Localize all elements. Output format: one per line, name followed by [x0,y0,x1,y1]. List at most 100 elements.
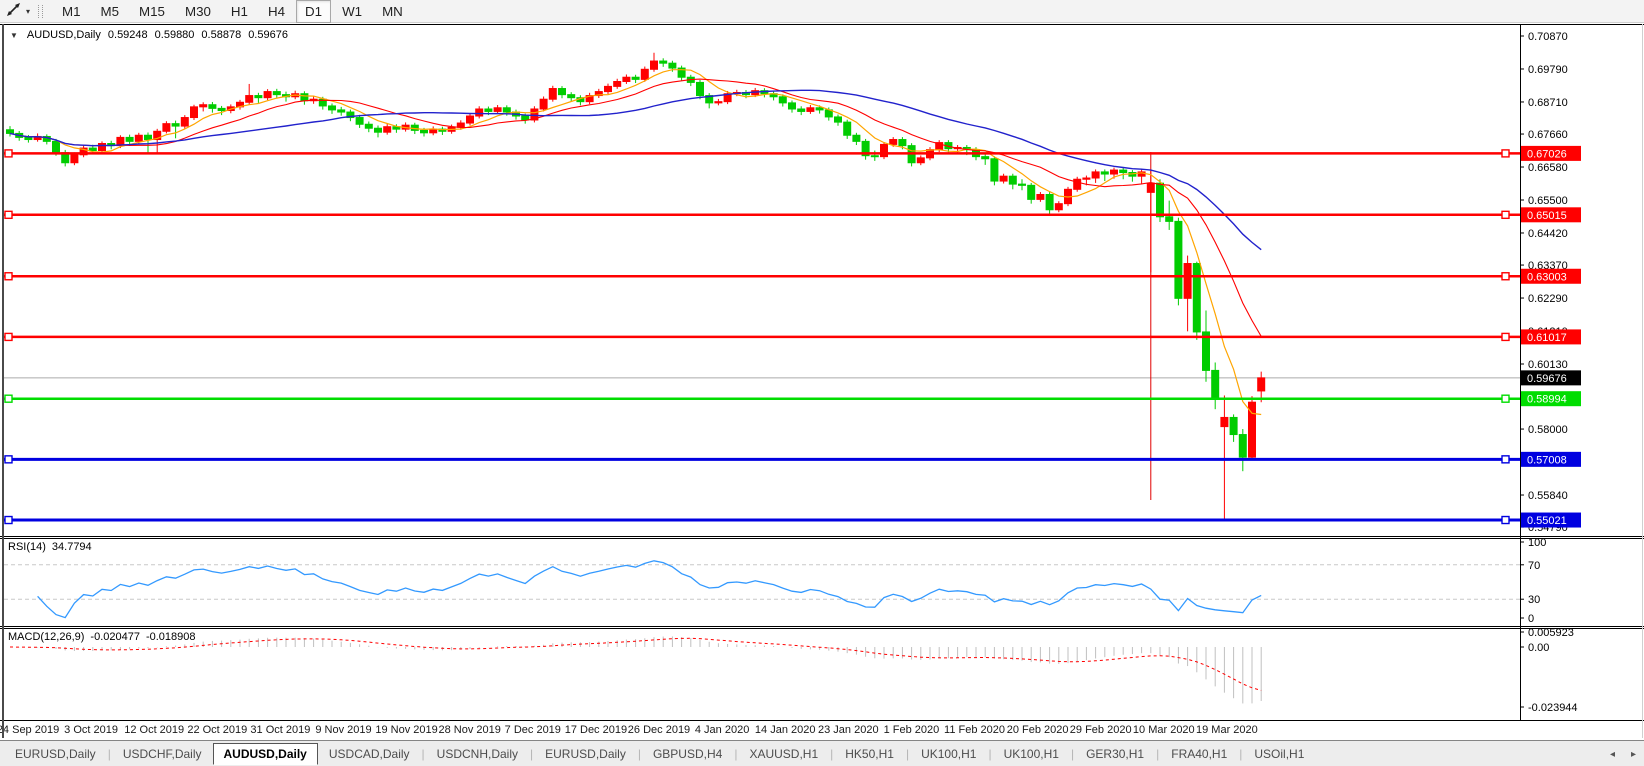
ma-mid-line [9,78,1262,337]
time-axis-label: 10 Mar 2020 [1133,724,1195,736]
tab-separator: | [734,746,738,761]
window-left-edge [2,24,4,738]
timeframe-button-H4[interactable]: H4 [259,0,294,23]
price-tick-label: 0.68710 [1528,97,1568,109]
price-tick-label: 0.58000 [1528,424,1568,436]
rsi-axis-label: 30 [1528,594,1540,606]
tab-1-usdchf-daily[interactable]: USDCHF,Daily [122,746,202,761]
chart-canvas[interactable]: 0.70870 0.69790 0.68710 0.67660 0.66580 0.655… [0,24,1644,738]
timeframe-button-M1[interactable]: M1 [53,0,90,23]
tab-0-eurusd-daily[interactable]: EURUSD,Daily [15,746,96,761]
timeframe-buttons: M1 M5 M15 M30 H1 H4 D1 W1 MN [52,0,413,23]
line-handle-0.61017[interactable] [4,332,13,342]
chart-symbol: AUDUSD,Daily [26,29,101,41]
macd-indicator-label: MACD(12,26,9) -0.020477 -0.018908 [8,631,196,643]
tab-5-eurusd-daily[interactable]: EURUSD,Daily [545,746,626,761]
rsi-axis-label: 0 [1528,613,1534,625]
time-axis-label: 26 Dec 2019 [628,724,690,736]
timeframe-button-MN[interactable]: MN [373,0,412,23]
line-handle-0.63003[interactable] [4,272,13,281]
rsi-axis-label: 70 [1528,560,1540,572]
toolbar-dropdown-arrow-icon[interactable]: ▾ [26,6,31,16]
svg-text:0.63003: 0.63003 [1527,271,1567,283]
line-handle-0.57008[interactable] [1501,455,1510,464]
svg-text:0.67026: 0.67026 [1527,148,1567,160]
tab-4-usdcnh-daily[interactable]: USDCNH,Daily [436,746,519,761]
time-axis-label: 14 Jan 2020 [755,724,816,736]
price-tick-label: 0.60130 [1528,359,1568,371]
macd-axis-label: -0.023944 [1528,702,1578,714]
line-handle-0.61017[interactable] [1501,332,1510,342]
tab-separator: | [1239,746,1243,761]
timeframe-button-D1[interactable]: D1 [296,0,332,23]
ma-fast-line [9,69,1262,416]
chart-open-value: 0.59248 [107,29,148,41]
macd-name: MACD(12,26,9) [8,631,85,643]
rsi-value: 34.7794 [51,541,92,553]
tab-separator: | [988,746,992,761]
tab-2-audusd-daily[interactable]: AUDUSD,Daily [212,742,318,765]
toolbar-tool-group: ▾ [0,2,32,20]
rsi-name: RSI(14) [8,541,46,553]
time-axis-label: 11 Feb 2020 [944,724,1005,736]
tab-6-gbpusd-h4[interactable]: GBPUSD,H4 [652,746,723,761]
price-tick-label: 0.69790 [1528,64,1568,76]
svg-text:0.55021: 0.55021 [1527,515,1567,527]
level-price-label-0.65015: 0.65015 [1521,207,1581,223]
tab-7-xauusd-h1[interactable]: XAUUSD,H1 [749,746,819,761]
tab-11-ger30-h1[interactable]: GER30,H1 [1086,746,1145,761]
current-price-label: 0.59676 [1521,370,1581,386]
timeframe-button-M15[interactable]: M15 [130,0,174,23]
tab-8-hk50-h1[interactable]: HK50,H1 [845,746,894,761]
tab-separator: | [107,746,111,761]
time-axis-label: 12 Oct 2019 [124,724,184,736]
timeframe-button-M5[interactable]: M5 [92,0,129,23]
chart-title-dropdown-icon[interactable]: ▼ [10,30,18,40]
chart-low-value: 0.58878 [201,29,242,41]
tab-9-uk100-h1[interactable]: UK100,H1 [921,746,977,761]
line-handle-0.63003[interactable] [1501,272,1510,281]
tab-scroll-controls: ◂ ▸ [1610,741,1636,766]
time-axis-label: 19 Mar 2020 [1196,724,1258,736]
line-handle-0.55021[interactable] [4,515,13,525]
price-tick-label: 0.62290 [1528,293,1568,305]
svg-text:0.65015: 0.65015 [1527,210,1567,222]
line-handle-0.65015[interactable] [4,210,13,220]
tab-12-fra40-h1[interactable]: FRA40,H1 [1171,746,1228,761]
chart-title: ▼ AUDUSD,Daily 0.59248 0.59880 0.58878 0… [8,29,288,41]
level-price-label-0.55021: 0.55021 [1521,512,1581,528]
level-price-label-0.58994: 0.58994 [1521,391,1581,407]
svg-text:0.59676: 0.59676 [1527,373,1567,385]
cursor-tool-icon[interactable] [6,2,21,20]
time-axis-label: 19 Nov 2019 [375,724,437,736]
tab-scroll-left-icon[interactable]: ◂ [1609,748,1615,760]
line-handle-0.58994[interactable] [4,394,13,403]
line-handle-0.55021[interactable] [1501,515,1510,525]
tab-3-usdcad-daily[interactable]: USDCAD,Daily [328,746,410,761]
tab-13-usoil-h1[interactable]: USOil,H1 [1254,746,1305,761]
line-handle-0.65015[interactable] [1501,210,1510,220]
tab-scroll-right-icon[interactable]: ▸ [1630,748,1636,760]
price-tick-label: 0.65500 [1528,195,1568,207]
time-axis-label: 9 Nov 2019 [315,724,371,736]
time-axis-label: 20 Feb 2020 [1007,724,1069,736]
svg-text:0.57008: 0.57008 [1527,454,1567,466]
tab-separator: | [637,746,641,761]
tab-separator: | [530,746,534,761]
time-axis-label: 17 Dec 2019 [565,724,627,736]
line-handle-0.67026[interactable] [4,149,13,158]
line-handle-0.57008[interactable] [4,455,13,464]
rsi-indicator-label: RSI(14) 34.7794 [8,541,92,553]
line-handle-0.58994[interactable] [1501,394,1510,403]
toolbar-grip[interactable] [38,4,44,18]
tab-separator: | [1070,746,1075,761]
time-axis-label: 3 Oct 2019 [64,724,118,736]
timeframe-button-H1[interactable]: H1 [222,0,257,23]
svg-text:0.58994: 0.58994 [1527,394,1567,406]
timeframe-button-W1[interactable]: W1 [333,0,371,23]
tab-separator: | [830,746,834,761]
line-handle-0.67026[interactable] [1501,149,1510,158]
rsi-axis-label: 100 [1528,537,1546,549]
timeframe-button-M30[interactable]: M30 [176,0,220,23]
tab-10-uk100-h1[interactable]: UK100,H1 [1003,746,1059,761]
